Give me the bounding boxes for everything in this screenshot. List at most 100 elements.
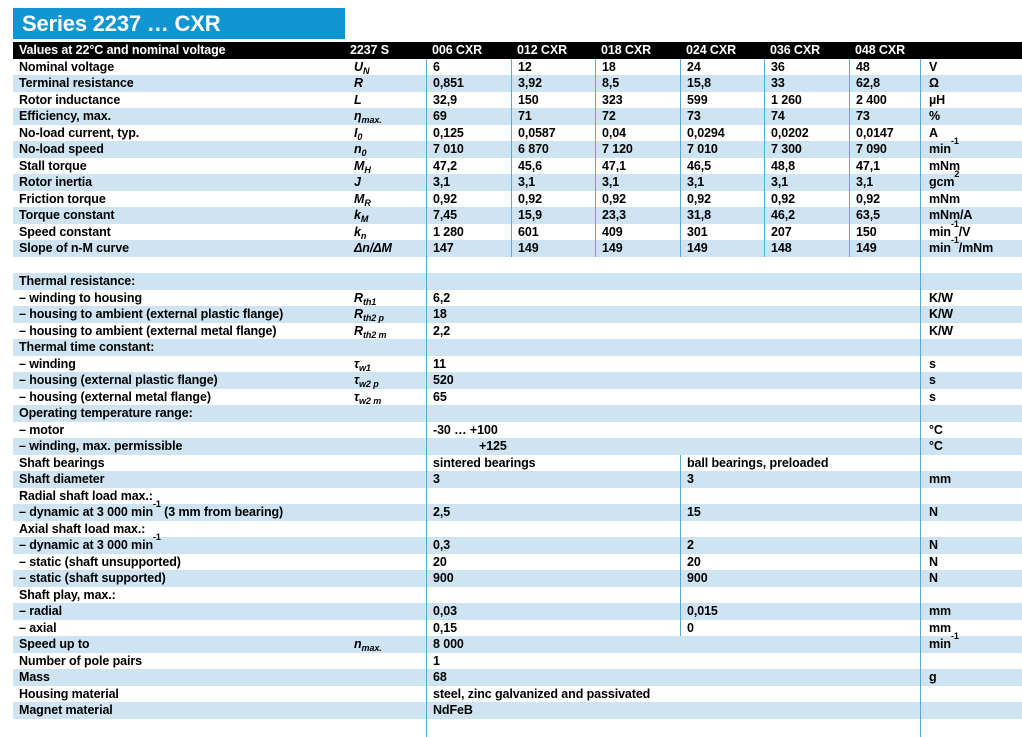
row-symbol: n0 [354, 142, 367, 158]
row-symbol: MR [354, 191, 371, 208]
row-unit: mm [920, 603, 1022, 620]
row-value: 23,3 [595, 207, 680, 224]
row-value: sintered bearings [426, 454, 680, 471]
title-bar: Series 2237 … CXR [13, 8, 345, 39]
row-label: – winding to housing [19, 290, 142, 305]
row-value: 65 [426, 388, 920, 405]
row-label: Mass [19, 670, 50, 684]
row-symbol: Rth2 p [354, 307, 384, 323]
row-value: 149 [511, 240, 595, 257]
table-row: No-load speed n0 7 010 6 870 7 120 7 010 7 300… [13, 137, 1022, 158]
row-value: 1 [426, 652, 920, 669]
row-label: – motor [19, 422, 65, 437]
table-row: Shaft bearings sintered bearings ball bear… [13, 454, 1022, 471]
row-unit: g [920, 669, 1022, 686]
row-value [426, 520, 680, 537]
row-label: Axial shaft load max.: [19, 521, 146, 536]
row-symbol: kM [354, 208, 369, 224]
row-label: – housing (external metal flange) [19, 389, 211, 404]
page-title: Series 2237 … CXR [22, 11, 221, 36]
row-unit: µH [920, 91, 1022, 108]
table-row: Terminal resistance R 0,851 3,92 8,5 15,8 33 62… [13, 75, 1022, 92]
row-value: 148 [764, 240, 849, 257]
row-value: 33 [764, 75, 849, 92]
row-unit [920, 586, 1022, 603]
row-value: 149 [680, 240, 764, 257]
row-value: 3 [680, 471, 920, 488]
row-value: 2,5 [426, 504, 680, 521]
table-row: – radial 0,03 0,015 mm [13, 603, 1022, 620]
row-value: 0,92 [426, 190, 511, 207]
row-unit: mNm [920, 157, 1022, 174]
row-unit: min-1 [920, 632, 1022, 653]
row-value: 7 010 [680, 141, 764, 158]
row-symbol: I0 [354, 125, 363, 142]
row-value: 0,03 [426, 603, 680, 620]
row-value: 11 [426, 355, 920, 372]
row-label: Thermal time constant: [19, 340, 155, 354]
row-label: – dynamic at 3 000 min-1 [19, 532, 161, 552]
row-value: 520 [426, 372, 920, 389]
table-row: Housing material steel, zinc galvanized a… [13, 685, 1022, 702]
row-label: Nominal voltage [19, 59, 115, 74]
row-unit [920, 685, 1022, 702]
row-value: 323 [595, 91, 680, 108]
table-row: Rotor inertia J 3,1 3,1 3,1 3,1 3,1 3,1 gcm2 [13, 170, 1022, 191]
series-column-header: 2237 S [350, 42, 390, 57]
table-row: Number of pole pairs 1 [13, 652, 1022, 669]
row-unit: N [920, 570, 1022, 587]
row-value: 32,9 [426, 91, 511, 108]
row-unit [920, 702, 1022, 719]
row-value: 8 000 [426, 636, 920, 653]
row-label: Terminal resistance [19, 76, 134, 90]
row-label: Speed up to [19, 637, 90, 651]
table-row: – motor -30 … +100 °C [13, 421, 1022, 438]
row-value: 3,1 [595, 174, 680, 191]
row-symbol: nmax. [354, 637, 382, 653]
row-value: 0,0587 [511, 124, 595, 141]
row-symbol: R [354, 76, 363, 90]
column-divider-line [426, 718, 430, 737]
row-label: – housing (external plastic flange) [19, 373, 218, 387]
row-unit: mm [920, 619, 1022, 636]
row-value: 6 870 [511, 141, 595, 158]
row-value: 62,8 [849, 75, 920, 92]
row-value: 48 [849, 58, 920, 75]
row-unit: min-1/V [920, 219, 1022, 240]
row-symbol: MH [354, 158, 371, 175]
row-value: 24 [680, 58, 764, 75]
row-label: – static (shaft supported) [19, 571, 166, 585]
row-value: 3 [426, 471, 680, 488]
table-row: Stall torque MH 47,2 45,6 47,1 46,5 48,8 47,1 mN… [13, 157, 1022, 175]
row-value [426, 339, 920, 356]
row-label: Friction torque [19, 191, 106, 206]
row-value: 31,8 [680, 207, 764, 224]
row-symbol: L [354, 92, 362, 107]
table-row: Efficiency, max. ηmax. 69 71 72 73 74 73% [13, 108, 1022, 125]
row-value [426, 256, 920, 273]
row-unit: °C [920, 438, 1022, 455]
row-unit: K/W [920, 322, 1022, 339]
row-unit: V [920, 58, 1022, 75]
row-label: Radial shaft load max.: [19, 488, 153, 503]
table-row: Speed up to nmax. 8 000 min-1 [13, 632, 1022, 653]
row-value: 147 [426, 240, 511, 257]
row-unit: s [920, 388, 1022, 405]
column-header: 006 CXR [432, 42, 483, 57]
row-value: -30 … +100 [426, 421, 920, 438]
table-row: – static (shaft supported) 900 900 N [13, 570, 1022, 587]
row-value: 20 [426, 553, 680, 570]
row-unit: °C [920, 421, 1022, 438]
row-value: 7 090 [849, 141, 920, 158]
row-unit: mm [920, 471, 1022, 488]
row-value [426, 487, 680, 504]
row-label: – housing to ambient (external metal fla… [19, 323, 277, 338]
row-label: Rotor inertia [19, 175, 93, 189]
row-value: 63,5 [849, 207, 920, 224]
row-value: 45,6 [511, 157, 595, 174]
row-label: – winding, max. permissible [19, 439, 183, 453]
row-value: 409 [595, 223, 680, 240]
row-value: 68 [426, 669, 920, 686]
row-label: – housing to ambient (external plastic f… [19, 307, 284, 321]
row-value: 73 [680, 108, 764, 125]
